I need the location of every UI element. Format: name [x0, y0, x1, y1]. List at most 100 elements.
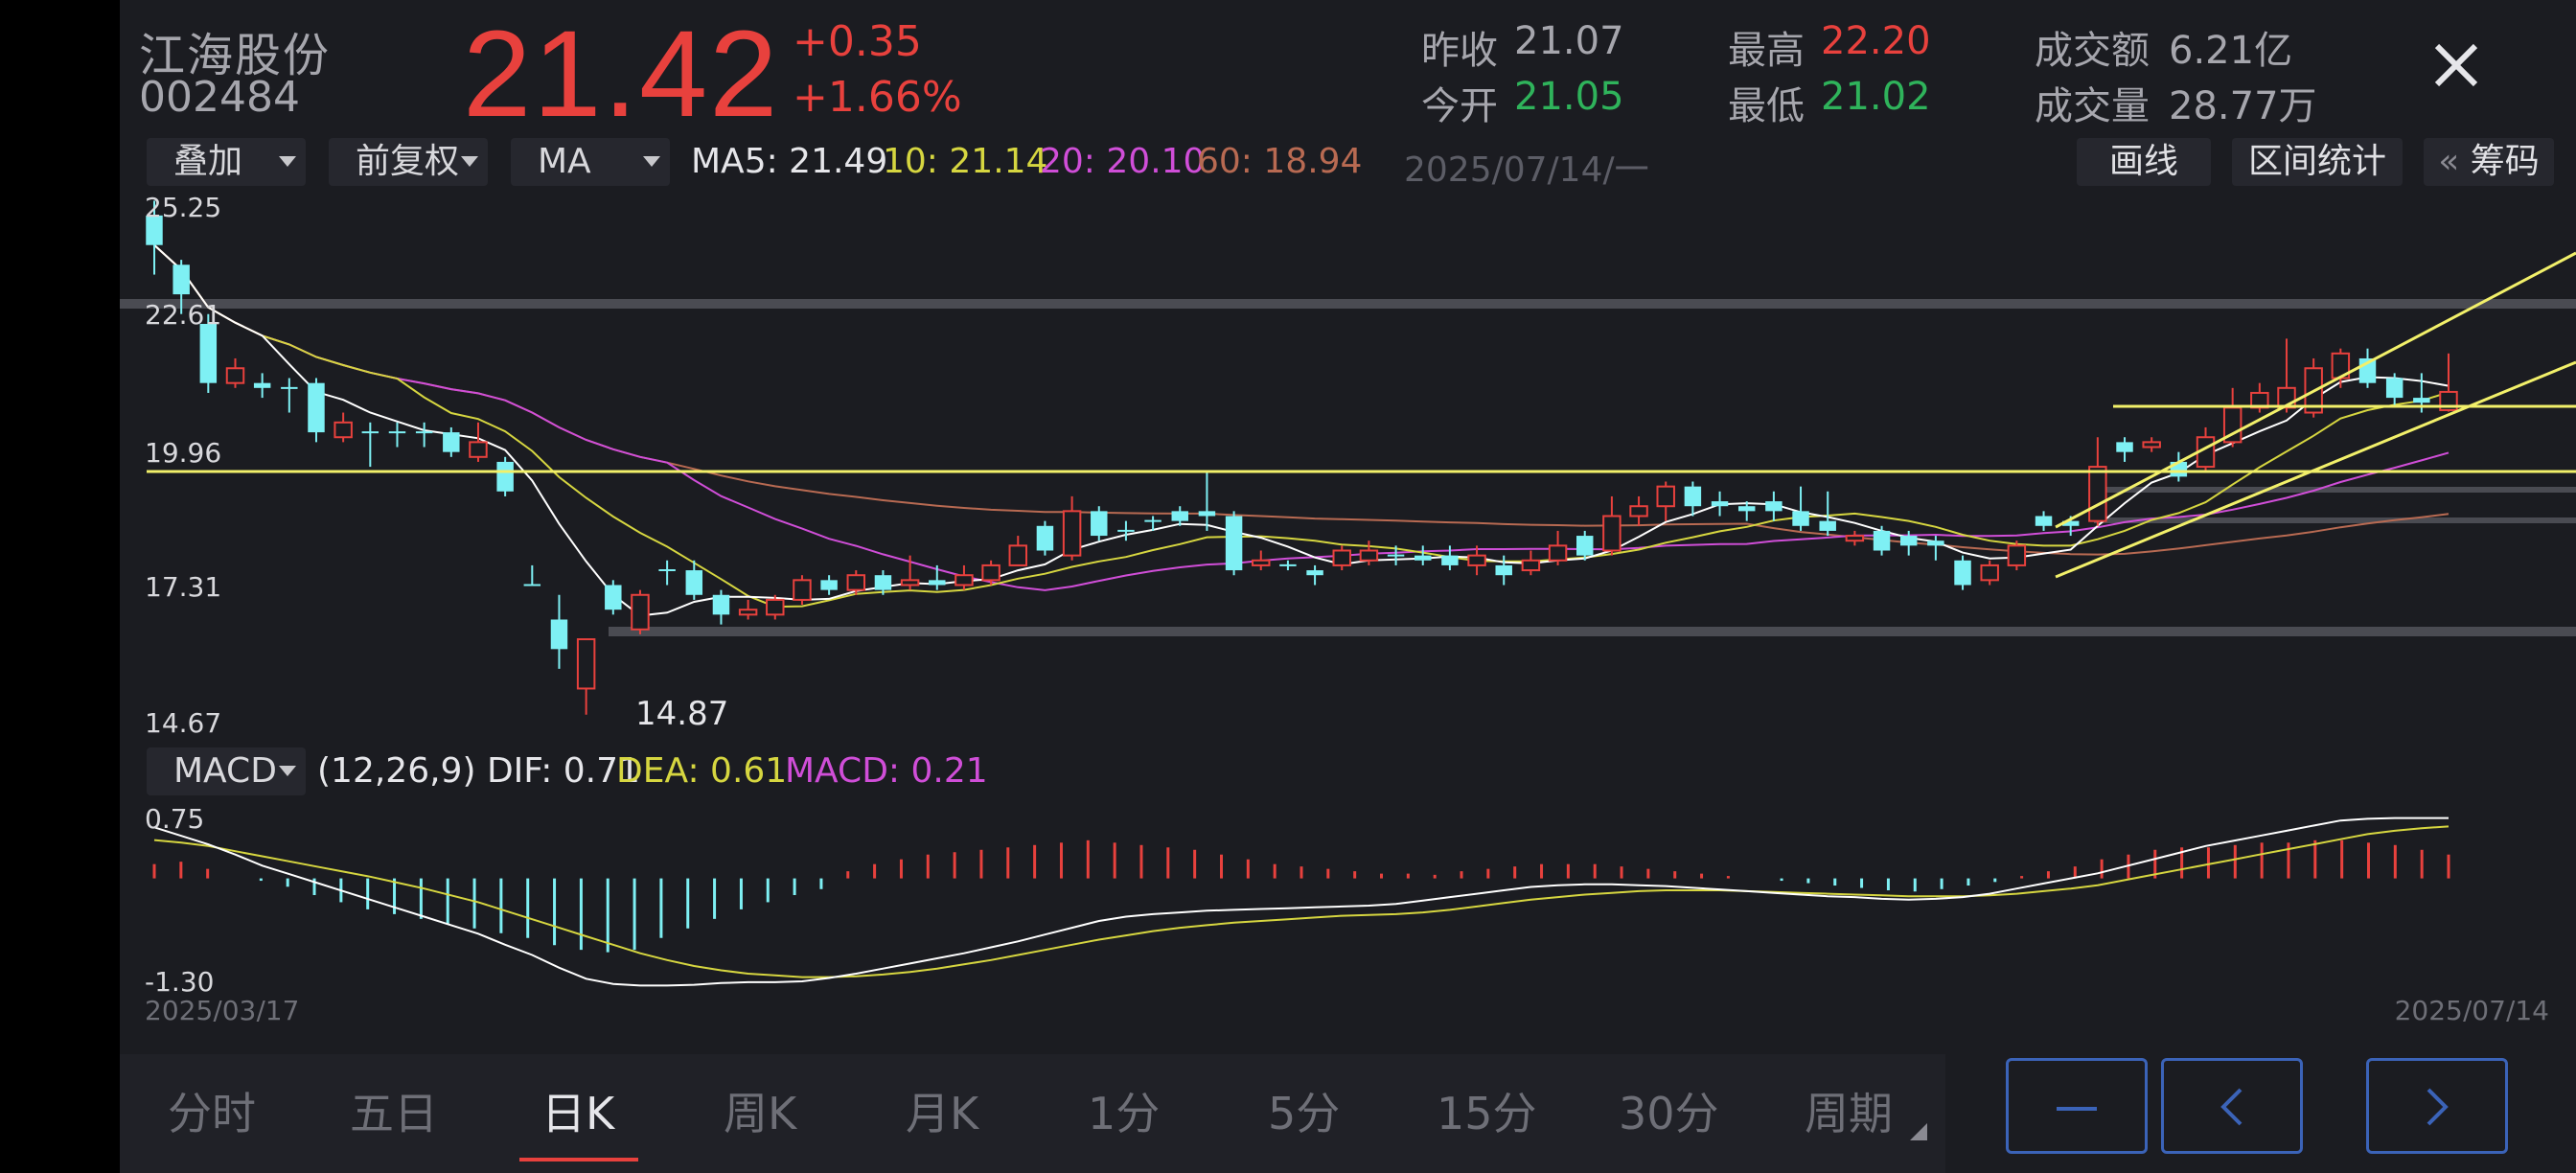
tab-30min[interactable]: 30分 [1619, 1088, 1719, 1139]
candle-body [2035, 516, 2053, 526]
candle-body [1819, 520, 1836, 531]
chevron-down-icon [643, 156, 660, 167]
candle-body [2061, 520, 2080, 526]
candle [1927, 536, 1944, 561]
tab-1min[interactable]: 1分 [1088, 1088, 1161, 1139]
candle [1819, 491, 1836, 537]
candle [1980, 560, 1999, 586]
candle [1091, 506, 1108, 541]
overlay-dropdown[interactable]: 叠加 [147, 138, 306, 186]
candle-body [443, 432, 460, 452]
tab-five-day[interactable]: 五日 [350, 1088, 438, 1139]
scroll-right-button[interactable] [2366, 1058, 2508, 1154]
ma10-value: 10: 21.14 [883, 142, 1048, 181]
zoom-out-button[interactable] [2006, 1058, 2148, 1154]
moving-average-lines [153, 243, 2450, 617]
trend-lines [147, 251, 2576, 579]
ma60-value: 60: 18.94 [1197, 142, 1363, 181]
low-value: 21.02 [1821, 75, 1931, 119]
candle-body [1548, 544, 1568, 562]
candle [1062, 495, 1082, 561]
candle [523, 564, 541, 586]
tab-5min[interactable]: 5分 [1268, 1088, 1341, 1139]
high-value: 22.20 [1821, 19, 1931, 63]
candle-body [605, 585, 622, 610]
chips-button[interactable]: « 筹码 [2424, 138, 2554, 186]
candle-body [1332, 549, 1351, 566]
candle [1441, 545, 1459, 571]
price-change: +0.35 [793, 17, 922, 66]
close-button[interactable] [2418, 27, 2495, 104]
candle-body [1629, 505, 1648, 518]
price-tick-4: 17.31 [145, 571, 221, 603]
candle-body [1062, 510, 1082, 557]
price-change-pct: +1.66% [793, 73, 962, 122]
price-tick-bottom: 14.67 [145, 707, 221, 738]
stock-code: 002484 [139, 73, 300, 122]
candle [1144, 516, 1162, 531]
candle-body [469, 441, 488, 458]
tab-15min[interactable]: 15分 [1437, 1088, 1537, 1139]
price-tick-2: 22.61 [145, 299, 221, 331]
cursor-date: 2025/07/14/一 [1404, 150, 1649, 190]
indicator-dropdown[interactable]: MA [511, 138, 670, 186]
low-price-marker: 14.87 [635, 695, 728, 733]
candle-body [1521, 559, 1541, 572]
candle [2116, 437, 2133, 462]
stock-chart-app: 江海股份 002484 21.42 +0.35 +1.66% 昨收 21.07 … [120, 0, 2576, 1173]
candle [738, 599, 758, 620]
candle [308, 378, 325, 443]
candle [2088, 437, 2107, 526]
range-stats-button[interactable]: 区间统计 [2232, 138, 2403, 186]
candle [550, 594, 568, 669]
candle-body [1980, 564, 1999, 582]
candle-body [146, 215, 163, 245]
scroll-left-button[interactable] [2161, 1058, 2303, 1154]
tab-monthly-k[interactable]: 月K [906, 1088, 979, 1139]
candle [981, 560, 1000, 586]
candle [1117, 520, 1135, 541]
macd-lines [153, 816, 2450, 987]
tab-daily-k[interactable]: 日K [541, 1088, 615, 1139]
draw-line-button[interactable]: 画线 [2077, 138, 2211, 186]
macd-dropdown[interactable]: MACD [147, 748, 306, 795]
macd-tick-bottom: -1.30 [145, 966, 214, 998]
candle-body [308, 382, 325, 433]
macd-tick-top: 0.75 [145, 803, 204, 835]
candle [1279, 560, 1297, 571]
candle-body [631, 593, 650, 631]
tab-period[interactable]: 周期 [1805, 1088, 1893, 1139]
candle [1387, 545, 1405, 565]
dif-line [153, 816, 2449, 987]
candle [1467, 545, 1486, 576]
candle [1954, 555, 1971, 590]
candle [1414, 545, 1432, 565]
overlay-label: 叠加 [173, 142, 243, 181]
ma5-line [153, 243, 2450, 617]
close-icon [2434, 43, 2478, 87]
candle [1521, 550, 1541, 576]
candle-body [874, 575, 892, 590]
adjust-dropdown[interactable]: 前复权 [329, 138, 488, 186]
candle-body [929, 580, 946, 586]
high-label: 最高 [1728, 29, 1805, 73]
candle [1036, 520, 1054, 556]
macd-chart[interactable]: 0.75 -1.30 2025/03/17 2025/07/14 [120, 801, 2576, 1022]
chevron-left-double-icon: « [2438, 142, 2460, 181]
price-tick-3: 19.96 [145, 437, 221, 469]
candle [281, 378, 298, 413]
candle [1576, 530, 1594, 561]
kline-chart[interactable]: 25.25 22.61 19.96 17.31 14.67 14.87 [120, 192, 2576, 738]
candle [1656, 481, 1675, 521]
tab-weekly-k[interactable]: 周K [724, 1088, 797, 1139]
tab-intraday[interactable]: 分时 [168, 1088, 256, 1139]
candle [793, 575, 812, 606]
chevron-down-icon [279, 156, 296, 167]
candle [415, 422, 433, 448]
macd-histogram [152, 840, 2450, 953]
support-bands [120, 299, 2576, 636]
dea-line [153, 825, 2450, 978]
open-label: 今开 [1421, 84, 1498, 128]
candle [929, 564, 946, 590]
price-tick-top: 25.25 [145, 192, 221, 223]
